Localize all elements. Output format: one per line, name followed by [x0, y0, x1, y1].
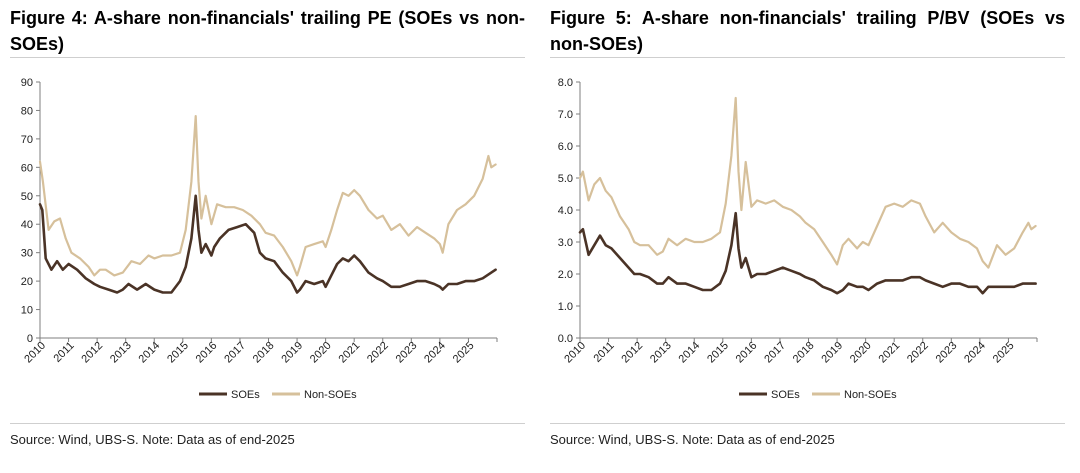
figure-5-bottom-rule	[550, 423, 1065, 424]
figure-4-y-tick-label: 60	[21, 162, 33, 174]
figure-4-x-tick-label: 2024	[422, 340, 448, 366]
figure-5-x-tick-label: 2024	[962, 340, 988, 366]
figure-4-x-tick-label: 2014	[137, 340, 163, 366]
figure-5-source-note: Source: Wind, UBS-S. Note: Data as of en…	[550, 432, 835, 447]
figure-4-y-tick-label: 50	[21, 191, 33, 203]
figure-4-x-tick-label: 2011	[51, 340, 76, 365]
figure-4-panel: Figure 4: A-share non-financials' traili…	[10, 0, 530, 473]
figure-4-x-tick-label: 2016	[194, 340, 220, 366]
figure-5-y-tick-label: 2.0	[558, 269, 573, 281]
figure-5-y-tick-label: 7.0	[558, 109, 573, 121]
figure-4-x-tick-label: 2023	[394, 340, 420, 366]
figure-5-legend-label-non-soes: Non-SOEs	[844, 389, 897, 401]
figure-5-x-tick-label: 2011	[591, 340, 616, 365]
figure-5-series-soes-line	[578, 211, 1037, 295]
figure-5-x-tick-label: 2023	[934, 340, 960, 366]
figure-4-series-soes-line	[38, 194, 497, 294]
figure-5-x-tick-label: 2015	[705, 340, 731, 366]
figure-4-series-non-soes-line	[38, 115, 497, 277]
figure-5-panel: Figure 5: A-share non-financials' traili…	[550, 0, 1070, 473]
figure-4-title: Figure 4: A-share non-financials' traili…	[10, 8, 525, 54]
figure-5-x-tick-label: 2013	[648, 340, 674, 366]
figure-5-y-tick-label: 6.0	[558, 141, 573, 153]
figure-4-y-tick-label: 30	[21, 248, 33, 260]
figure-4-x-tick-label: 2013	[108, 340, 134, 366]
figure-5-legend-label-soes: SOEs	[771, 389, 800, 401]
figure-5-x-tick-label: 2025	[991, 340, 1017, 366]
figure-4-x-tick-label: 2012	[79, 340, 105, 366]
figure-4-x-tick-label: 2015	[165, 340, 191, 366]
figure-5-y-tick-label: 1.0	[558, 301, 573, 313]
figure-4-legend-label-non-soes: Non-SOEs	[304, 389, 357, 401]
figure-5-x-tick-label: 2016	[734, 340, 760, 366]
figure-5-x-tick-label: 2019	[819, 340, 845, 366]
figure-4-y-tick-label: 90	[21, 77, 33, 89]
figure-5-title: Figure 5: A-share non-financials' traili…	[550, 8, 1065, 54]
figure-4-legend-label-soes: SOEs	[231, 389, 260, 401]
figure-4-source-note: Source: Wind, UBS-S. Note: Data as of en…	[10, 432, 295, 447]
figure-4-y-tick-label: 40	[21, 219, 33, 231]
figure-5-x-tick-label: 2022	[905, 340, 931, 366]
figure-5-y-tick-label: 5.0	[558, 173, 573, 185]
figure-5-series-non-soes-line	[578, 96, 1037, 269]
figure-4-y-tick-label: 20	[21, 276, 33, 288]
figure-5-y-tick-label: 8.0	[558, 77, 573, 89]
figure-4-y-tick-label: 10	[21, 305, 33, 317]
figure-4-y-tick-label: 0	[27, 333, 33, 345]
figure-5-x-tick-label: 2014	[677, 340, 703, 366]
figure-5-x-tick-label: 2021	[877, 340, 903, 366]
figure-4-x-tick-label: 2021	[337, 340, 363, 366]
figure-4-top-rule	[10, 57, 525, 58]
figure-4-x-tick-label: 2018	[251, 340, 277, 366]
figure-5-y-tick-label: 4.0	[558, 205, 573, 217]
figure-5-y-tick-label: 3.0	[558, 237, 573, 249]
figure-4-x-tick-label: 2019	[279, 340, 305, 366]
figure-5-x-tick-label: 2018	[791, 340, 817, 366]
figure-4-y-tick-label: 70	[21, 134, 33, 146]
figure-4-bottom-rule	[10, 423, 525, 424]
figure-4-x-tick-label: 2022	[365, 340, 391, 366]
figure-5-y-tick-label: 0.0	[558, 333, 573, 345]
figure-5-x-tick-label: 2012	[619, 340, 645, 366]
figure-5-top-rule	[550, 57, 1065, 58]
figure-5-x-tick-label: 2020	[848, 340, 874, 366]
figure-4-x-tick-label: 2025	[451, 340, 477, 366]
figure-5-x-tick-label: 2017	[762, 340, 788, 366]
figure-4-x-tick-label: 2017	[222, 340, 248, 366]
figure-4-y-tick-label: 80	[21, 105, 33, 117]
figure-4-x-tick-label: 2020	[308, 340, 334, 366]
